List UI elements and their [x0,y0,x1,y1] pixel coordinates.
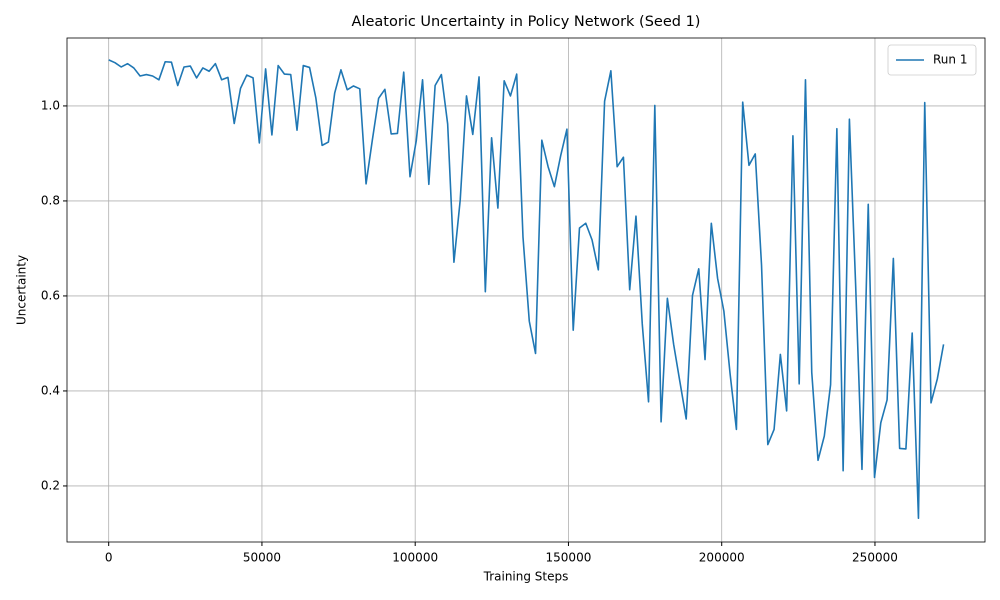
x-tick-label: 50000 [243,551,281,565]
legend-box [887,44,977,76]
y-tick-label: 0.2 [41,478,60,492]
x-tick-label: 150000 [546,551,592,565]
plot-frame [66,37,986,543]
chart-title: Aleatoric Uncertainty in Policy Network … [352,14,701,30]
y-axis-label: Uncertainty [15,255,29,325]
line [108,59,945,520]
legend-label: Run 1 [933,53,967,67]
y-tick-label: 0.4 [41,383,60,397]
y-tick-label: 1.0 [41,98,60,112]
x-tick-label: 100000 [392,551,438,565]
x-tick-label: 200000 [699,551,745,565]
x-tick-label: 250000 [852,551,898,565]
y-tick-label: 0.6 [41,288,60,302]
x-axis-label: Training Steps [483,570,569,584]
y-tick-label: 0.8 [41,193,60,207]
x-tick-label: 0 [105,551,113,565]
